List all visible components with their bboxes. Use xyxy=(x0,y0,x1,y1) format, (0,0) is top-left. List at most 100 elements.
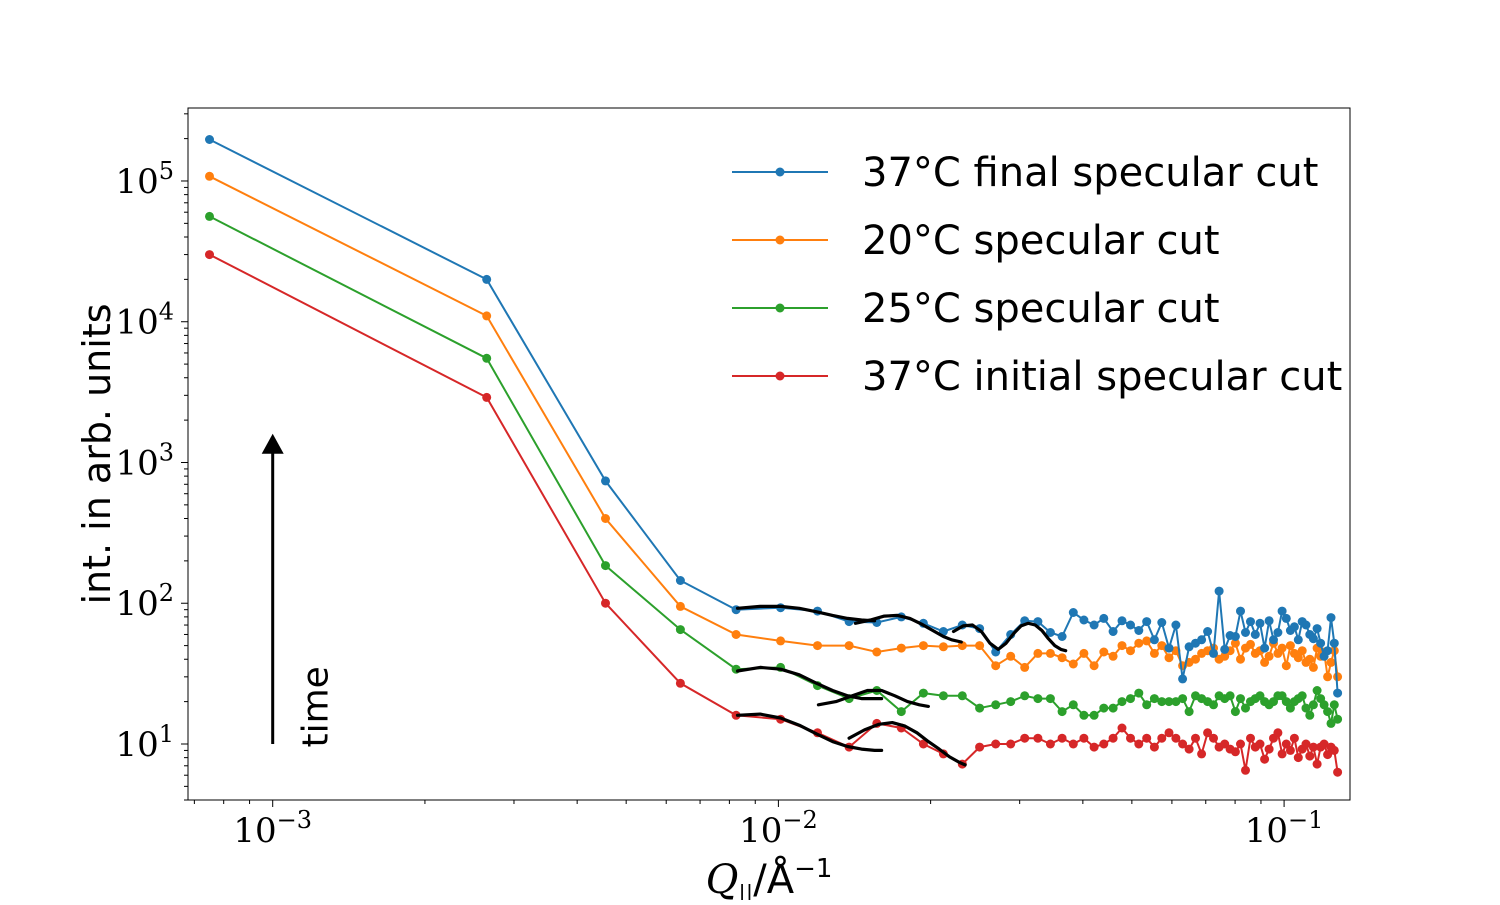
y-axis-label: int. in arb. units xyxy=(75,303,119,604)
data-point xyxy=(1236,654,1245,664)
data-point xyxy=(1079,733,1089,743)
data-point xyxy=(675,576,685,585)
data-point xyxy=(1149,648,1159,658)
data-point xyxy=(1225,691,1235,701)
data-point xyxy=(991,700,1001,710)
data-point xyxy=(1089,710,1099,720)
data-point xyxy=(482,274,492,284)
data-point xyxy=(601,561,610,571)
data-point xyxy=(896,707,906,717)
x-label-unit: /Å xyxy=(753,855,794,900)
data-point xyxy=(1117,723,1127,733)
data-point xyxy=(1308,700,1318,710)
fit-curve-3 xyxy=(735,665,884,701)
data-point xyxy=(1260,754,1270,764)
data-point xyxy=(1149,742,1159,752)
data-point xyxy=(1264,651,1274,661)
data-point xyxy=(1171,733,1181,743)
fit-curve-4 xyxy=(816,688,931,709)
data-point xyxy=(1171,697,1181,707)
data-point xyxy=(1157,733,1167,743)
fit-curve-1 xyxy=(853,613,963,644)
fit-curves-layer xyxy=(735,604,1068,767)
data-point xyxy=(1164,697,1174,707)
data-point xyxy=(991,739,1001,749)
time-arrow-head xyxy=(261,433,284,454)
data-point xyxy=(1157,618,1167,627)
data-point xyxy=(1246,733,1255,743)
data-point xyxy=(918,688,928,698)
data-point xyxy=(1269,635,1278,645)
fit-curve-0 xyxy=(735,604,877,623)
legend-label: 20°C specular cut xyxy=(862,218,1220,264)
y-tick-label: 102 xyxy=(115,579,174,624)
data-point xyxy=(1117,641,1127,651)
data-point xyxy=(482,392,492,402)
x-label-q: Q xyxy=(706,857,739,900)
data-point xyxy=(1033,733,1043,743)
legend-label: 37°C final specular cut xyxy=(862,150,1318,196)
data-point xyxy=(1191,733,1200,743)
data-point xyxy=(813,641,822,651)
data-point xyxy=(1308,742,1318,752)
data-point xyxy=(1323,707,1333,717)
data-point xyxy=(1057,707,1067,717)
data-point xyxy=(731,630,741,639)
data-point xyxy=(1068,659,1078,669)
data-point xyxy=(957,691,967,701)
data-point xyxy=(1045,694,1055,704)
x-label-exp: −1 xyxy=(794,854,832,884)
data-point xyxy=(1178,674,1188,684)
data-point xyxy=(1312,759,1322,769)
data-point xyxy=(872,647,882,657)
data-point xyxy=(1308,634,1318,644)
data-point xyxy=(1006,697,1016,707)
data-point xyxy=(205,171,214,181)
time-annotation: time xyxy=(261,433,337,748)
fit-curve-6 xyxy=(847,720,967,767)
data-point xyxy=(1020,733,1030,743)
data-point xyxy=(1126,733,1135,743)
data-point xyxy=(1089,661,1099,671)
data-point xyxy=(1178,694,1188,704)
data-point xyxy=(918,641,928,651)
data-point xyxy=(1184,744,1194,754)
data-point xyxy=(1241,703,1250,713)
data-point xyxy=(1099,739,1109,749)
data-point xyxy=(1230,638,1240,648)
data-point xyxy=(1220,644,1230,654)
data-point xyxy=(1045,648,1055,658)
data-point xyxy=(1203,627,1213,636)
data-point xyxy=(1057,733,1067,743)
data-point xyxy=(1312,624,1322,634)
data-point xyxy=(1230,632,1240,641)
data-point xyxy=(1117,616,1127,626)
data-point xyxy=(1319,700,1329,710)
data-point xyxy=(1241,765,1250,775)
data-point xyxy=(1273,628,1283,637)
data-point xyxy=(1057,653,1067,663)
data-point xyxy=(1108,703,1118,713)
data-point xyxy=(1045,628,1055,637)
data-point xyxy=(1305,751,1315,761)
data-point xyxy=(776,636,786,646)
data-point xyxy=(1308,662,1318,672)
data-point xyxy=(1142,617,1152,627)
data-point xyxy=(1142,636,1152,646)
data-point xyxy=(1281,613,1291,623)
data-point xyxy=(1057,632,1067,641)
data-point xyxy=(1108,651,1118,661)
data-point xyxy=(1033,648,1043,658)
x-tick-label: 10−2 xyxy=(739,806,818,851)
data-point xyxy=(1329,638,1339,648)
data-point xyxy=(1117,697,1127,707)
legend-entry-3: 37°C initial specular cut xyxy=(732,354,1342,400)
data-point xyxy=(1277,606,1287,616)
data-point xyxy=(1197,635,1207,645)
data-point xyxy=(205,250,214,260)
data-point xyxy=(1281,739,1291,749)
x-axis-label: Q||/Å−1 xyxy=(706,854,833,900)
fit-curve-2 xyxy=(951,621,1068,653)
data-point xyxy=(1164,728,1174,738)
